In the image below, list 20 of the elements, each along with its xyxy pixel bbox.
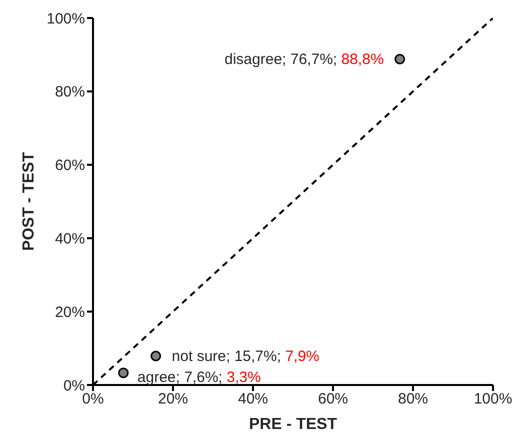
x-axis-title: PRE - TEST <box>248 416 338 433</box>
point <box>118 368 129 378</box>
annotation: disagree; 76,7%; 88,8% <box>224 51 384 68</box>
y-tick-label: 60% <box>54 157 85 174</box>
point <box>150 350 162 362</box>
point <box>394 54 406 64</box>
annotation: agree; 7,6%; 3,3% <box>137 368 261 386</box>
x-tick-label: 60% <box>318 390 348 408</box>
y-tick-label: 40% <box>54 230 85 248</box>
y-tick-label: 0% <box>63 377 85 394</box>
x-tick-label: 0% <box>82 390 104 408</box>
y-axis-title: POST - TEST <box>20 152 38 251</box>
x-tick-label: 80% <box>398 390 428 408</box>
x-tick-label: 100% <box>474 390 512 408</box>
y-tick-label: 20% <box>54 304 85 321</box>
x-tick-label: 20% <box>158 390 188 408</box>
x-tick-label: 40% <box>238 390 268 408</box>
y-tick-label: 80% <box>54 84 85 101</box>
annotation: not sure; 15,7%; 7,9% <box>172 348 320 366</box>
y-tick-label: 100% <box>46 10 85 28</box>
